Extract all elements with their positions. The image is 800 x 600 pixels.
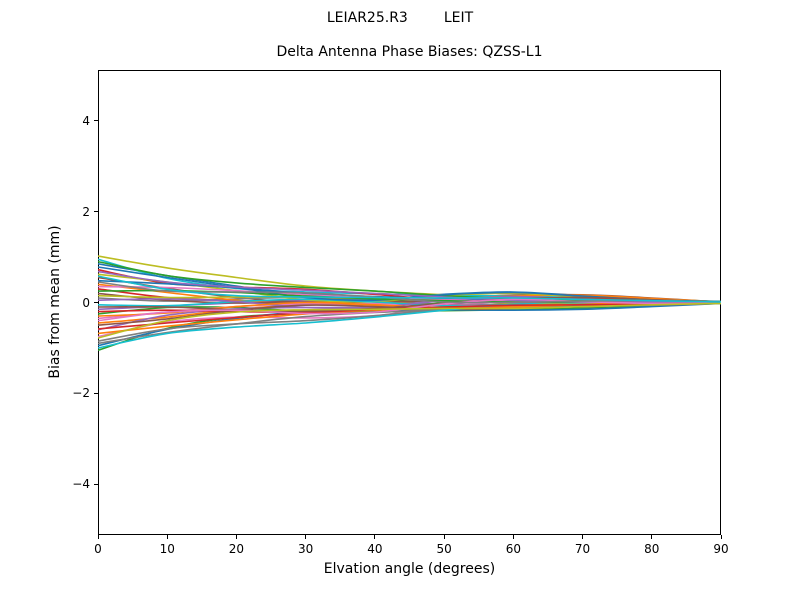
x-tick-mark	[374, 535, 376, 539]
suptitle-antenna-name: LEIAR25.R3	[326, 10, 408, 26]
x-tick-label: 20	[228, 542, 245, 556]
x-tick-mark	[720, 535, 722, 539]
y-tick-label: 0	[82, 295, 90, 310]
y-tick-label: −2	[72, 386, 90, 401]
x-tick-mark	[305, 535, 307, 539]
axes-title: Delta Antenna Phase Biases: QZSS-L1	[276, 44, 543, 60]
x-tick-mark	[235, 535, 237, 539]
x-axis-label: Elvation angle (degrees)	[323, 561, 496, 577]
x-tick-label: 50	[436, 542, 452, 556]
x-tick-mark	[443, 535, 445, 539]
figure-suptitle: LEIAR25.R3 LEIT	[0, 10, 800, 27]
y-tick-label: 2	[82, 204, 90, 219]
x-tick-mark	[651, 535, 653, 539]
x-tick-mark	[97, 535, 99, 539]
x-tick-label: 30	[298, 542, 314, 556]
x-tick-label: 80	[644, 542, 660, 556]
x-tick-label: 90	[713, 542, 729, 556]
x-tick-label: 10	[159, 542, 175, 556]
y-tick-mark	[94, 211, 98, 212]
y-axis-label: Bias from mean (mm)	[47, 225, 63, 379]
y-tick-mark	[94, 120, 98, 121]
suptitle-site-code: LEIT	[443, 10, 474, 26]
series-line	[98, 296, 721, 312]
x-tick-mark	[166, 535, 168, 539]
x-tick-label: 60	[505, 542, 521, 556]
x-tick-mark	[582, 535, 584, 539]
plot-area	[98, 70, 721, 535]
x-tick-label: 0	[94, 542, 102, 556]
x-tick-label: 70	[574, 542, 591, 556]
series-line	[98, 302, 721, 339]
series-line	[98, 275, 721, 303]
x-tick-label: 40	[367, 542, 383, 556]
y-tick-mark	[94, 392, 98, 394]
y-tick-mark	[94, 483, 98, 485]
y-tick-label: −4	[72, 477, 90, 492]
x-tick-mark	[512, 535, 514, 539]
y-tick-label: 4	[82, 113, 90, 128]
y-tick-mark	[94, 302, 98, 303]
